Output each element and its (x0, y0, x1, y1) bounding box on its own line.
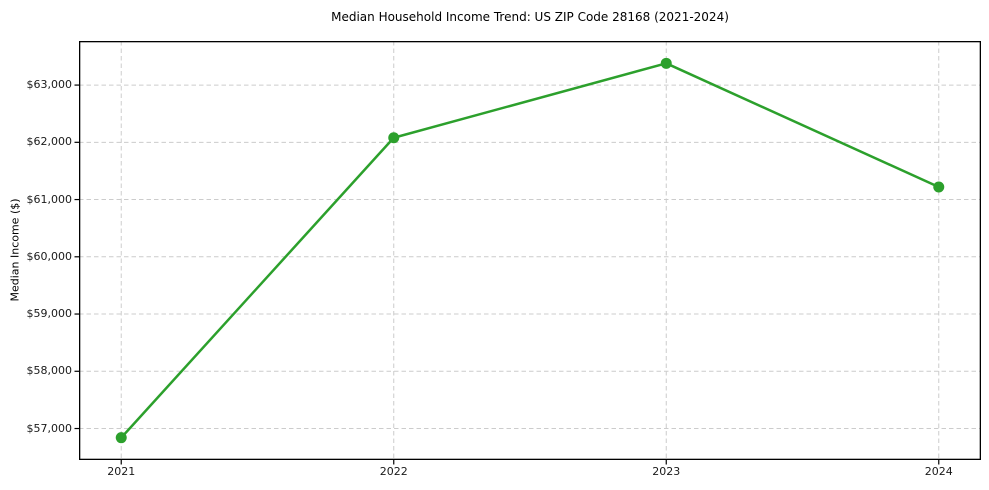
y-tick-label: $57,000 (26, 421, 73, 435)
plot-svg (74, 40, 982, 465)
plot-area (74, 40, 982, 465)
chart-title: Median Household Income Trend: US ZIP Co… (331, 10, 729, 24)
data-point (933, 181, 945, 193)
y-tick-label: $61,000 (26, 192, 73, 206)
x-tick-label: 2021 (107, 465, 136, 478)
data-point (660, 57, 672, 69)
data-point (115, 432, 127, 444)
y-tick-label: $59,000 (26, 307, 73, 321)
x-tick-label: 2022 (379, 465, 408, 478)
data-line (119, 62, 941, 439)
data-point (388, 132, 400, 144)
y-tick-label: $63,000 (26, 78, 73, 92)
y-tick-label: $58,000 (26, 364, 73, 378)
y-tick-label: $60,000 (26, 249, 73, 263)
x-tick-label: 2023 (652, 465, 681, 478)
x-tick-label: 2024 (924, 465, 953, 478)
y-tick-label: $62,000 (26, 135, 73, 149)
